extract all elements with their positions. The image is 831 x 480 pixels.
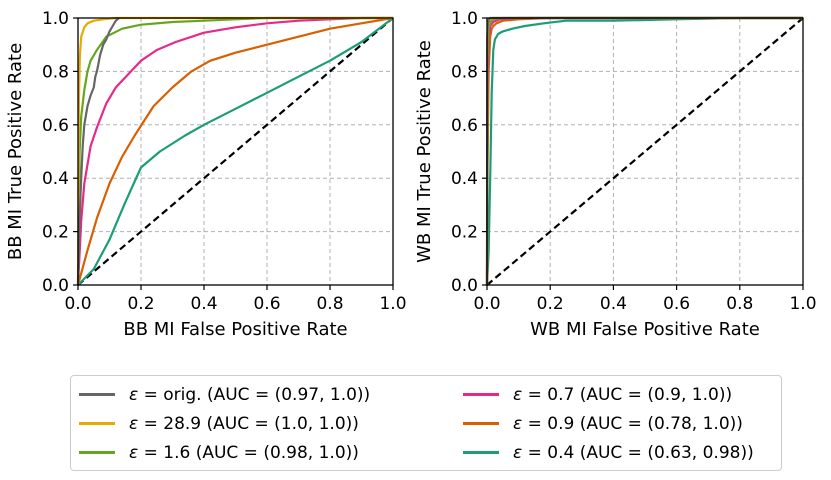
legend-item-0-4: ε = 0.4 (AUC = (0.63, 0.98)) — [463, 438, 754, 467]
y-axis-label: WB MI True Positive Rate — [414, 40, 435, 263]
y-tick-label: 1.0 — [451, 9, 478, 29]
y-tick-label: 0.2 — [42, 223, 69, 243]
x-tick-label: 0.6 — [253, 294, 280, 314]
y-tick-label: 0.6 — [451, 116, 478, 136]
series-line — [77, 17, 394, 286]
legend: ε = orig. (AUC = (0.97, 1.0)) ε = 28.9 (… — [70, 375, 782, 471]
legend-column-right: ε = 0.7 (AUC = (0.9, 1.0)) ε = 0.9 (AUC … — [463, 380, 754, 467]
axes-frame — [77, 17, 394, 286]
y-tick-label: 0.8 — [42, 62, 69, 82]
x-tick-label: 1.0 — [379, 294, 406, 314]
legend-swatch — [463, 422, 499, 425]
y-tick-label: 0.4 — [42, 169, 69, 189]
chart-panel-2: 0.0 0.2 0.4 0.6 0.8 1.0 0.0 0.2 0.4 0.6 0.8 1.0 WB M… — [414, 9, 817, 340]
roc-figure: 0.0 0.2 0.4 0.6 0.8 1.0 0.0 0.2 0.4 0.6 0.8 1.0 BB M… — [5, 9, 817, 340]
x-tick-label: 0.2 — [127, 294, 154, 314]
series-line — [485, 16, 803, 286]
x-tick-label: 0.0 — [473, 294, 500, 314]
x-tick-label: 1.0 — [789, 294, 816, 314]
x-axis-label: WB MI False Positive Rate — [530, 319, 760, 340]
legend-swatch — [463, 393, 499, 396]
y-tick-label: 0.2 — [451, 223, 478, 243]
legend-label: ε = 0.7 (AUC = (0.9, 1.0)) — [513, 384, 733, 405]
legend-item-1-6: ε = 1.6 (AUC = (0.98, 1.0)) — [79, 438, 370, 467]
chart-panel-1: 0.0 0.2 0.4 0.6 0.8 1.0 0.0 0.2 0.4 0.6 0.8 1.0 BB M… — [5, 9, 407, 340]
legend-label: ε = 28.9 (AUC = (1.0, 1.0)) — [129, 413, 359, 434]
legend-swatch — [79, 422, 115, 425]
diagonal-reference-line — [77, 17, 394, 286]
y-tick-label: 0.6 — [42, 116, 69, 136]
legend-label: ε = orig. (AUC = (0.97, 1.0)) — [129, 384, 371, 405]
x-tick-label: 0.2 — [537, 294, 564, 314]
y-tick-label: 0.0 — [451, 276, 478, 296]
x-tick-label: 0.6 — [663, 294, 690, 314]
legend-item-0-9: ε = 0.9 (AUC = (0.78, 1.0)) — [463, 409, 754, 438]
legend-swatch — [79, 451, 115, 454]
series-line — [76, 16, 393, 286]
y-axis-label: BB MI True Positive Rate — [5, 43, 26, 260]
x-tick-label: 0.8 — [316, 294, 343, 314]
legend-swatch — [79, 393, 115, 396]
x-tick-label: 0.8 — [726, 294, 753, 314]
legend-item-28-9: ε = 28.9 (AUC = (1.0, 1.0)) — [79, 409, 370, 438]
x-tick-label: 0.4 — [600, 294, 627, 314]
legend-label: ε = 0.9 (AUC = (0.78, 1.0)) — [513, 413, 743, 434]
legend-swatch — [463, 451, 499, 454]
legend-label: ε = 1.6 (AUC = (0.98, 1.0)) — [129, 442, 359, 463]
legend-item-orig: ε = orig. (AUC = (0.97, 1.0)) — [79, 380, 370, 409]
legend-column-left: ε = orig. (AUC = (0.97, 1.0)) ε = 28.9 (… — [79, 380, 370, 467]
y-tick-label: 0.4 — [451, 169, 478, 189]
x-axis-label: BB MI False Positive Rate — [123, 319, 347, 340]
y-tick-label: 0.8 — [451, 62, 478, 82]
diagonal-reference-line — [486, 17, 804, 286]
axes-frame — [486, 17, 804, 286]
y-tick-label: 0.0 — [42, 276, 69, 296]
y-tick-label: 1.0 — [42, 9, 69, 29]
x-tick-label: 0.4 — [190, 294, 217, 314]
legend-label: ε = 0.4 (AUC = (0.63, 0.98)) — [513, 442, 754, 463]
x-tick-label: 0.0 — [64, 294, 91, 314]
series-line — [76, 17, 120, 286]
legend-item-0-7: ε = 0.7 (AUC = (0.9, 1.0)) — [463, 380, 754, 409]
series-line — [76, 16, 394, 286]
